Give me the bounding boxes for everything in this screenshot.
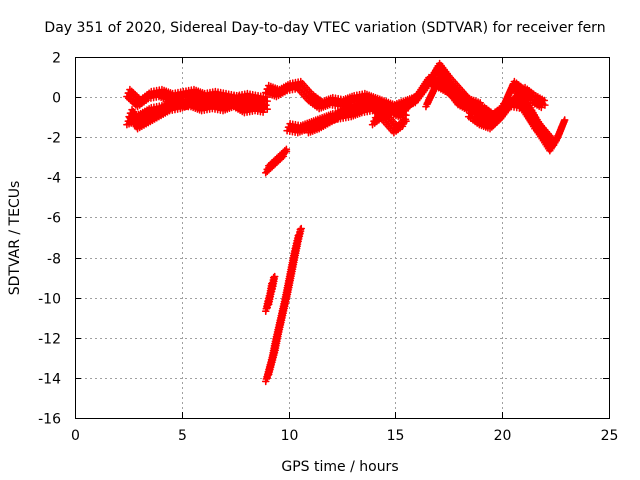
y-tick-label: -6 — [47, 211, 61, 227]
series-trace — [304, 95, 410, 137]
series-arc-c — [125, 89, 261, 133]
y-tick-label: -14 — [38, 372, 61, 388]
series-trace — [261, 272, 279, 315]
y-tick-label: -12 — [38, 332, 61, 348]
x-tick-label: 25 — [601, 428, 619, 444]
axis-ticks: 0 5 10 15 20 25 -16 -14 -12 -10 -8 -6 -4 -2 0 2 — [38, 51, 618, 445]
y-tick-label: -16 — [38, 412, 61, 428]
data-points — [123, 59, 569, 386]
y-axis-label: SDTVAR / TECUs — [7, 181, 23, 296]
chart-title: Day 351 of 2020, Sidereal Day-to-day VTE… — [44, 20, 605, 36]
series-arc-l — [513, 93, 558, 151]
y-tick-label: -2 — [47, 131, 61, 147]
x-tick-label: 15 — [387, 428, 405, 444]
series-arc-o — [261, 272, 279, 315]
series-trace — [125, 89, 260, 133]
y-tick-label: 2 — [52, 51, 61, 67]
y-tick-label: -8 — [47, 252, 61, 268]
y-tick-label: -10 — [38, 292, 61, 308]
series-trace — [261, 224, 306, 386]
x-tick-label: 10 — [281, 428, 299, 444]
y-tick-label: 0 — [52, 91, 61, 107]
x-tick-label: 20 — [494, 428, 512, 444]
series-arc-n — [261, 224, 306, 386]
plot-frame — [75, 57, 610, 419]
series-arc-m — [261, 145, 291, 177]
x-tick-label: 5 — [178, 428, 187, 444]
x-tick-label: 0 — [71, 428, 80, 444]
series-trace — [513, 93, 558, 151]
x-axis-label: GPS time / hours — [281, 459, 398, 475]
y-tick-label: -4 — [47, 171, 61, 187]
series-trace — [261, 145, 291, 177]
